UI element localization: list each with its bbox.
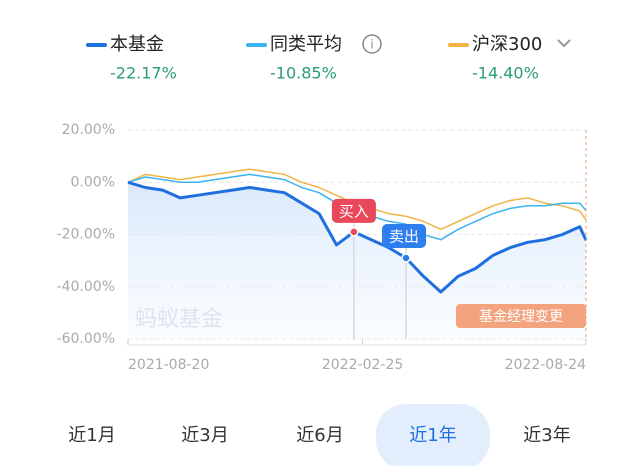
- line-0: [127, 180, 588, 294]
- tab[interactable]: 近3月: [181, 425, 228, 446]
- marker-bg: [382, 224, 427, 249]
- manager-change-bg: [456, 304, 586, 328]
- legend-value: -14.40%: [472, 64, 539, 83]
- x-tick-label: 2022-02-25: [322, 357, 403, 373]
- marker-label: 买入: [339, 202, 369, 220]
- legend-name: 本基金: [110, 34, 164, 55]
- legend-value: -10.85%: [270, 64, 337, 83]
- tab-selected-bg: [376, 404, 490, 470]
- manager-change: 基金经理变更: [479, 308, 563, 325]
- y-tick-label: 0.00%: [71, 174, 115, 190]
- info-i: i: [370, 38, 373, 52]
- legend-name: 同类平均: [270, 34, 342, 55]
- tab[interactable]: 近6月: [296, 425, 343, 446]
- area: [128, 182, 586, 339]
- y-tick-label: -40.00%: [57, 279, 115, 295]
- y-tick-label: 20.00%: [62, 122, 115, 138]
- tab[interactable]: 近1年: [409, 425, 456, 446]
- marker-dot: [349, 227, 359, 237]
- marker-dot: [401, 253, 411, 263]
- tab[interactable]: 近3年: [523, 425, 570, 446]
- y-tick-label: -60.00%: [57, 331, 115, 347]
- info-icon[interactable]: [362, 34, 382, 54]
- marker-label: 卖出: [389, 228, 419, 246]
- marker-bg: [331, 198, 376, 223]
- x-tick-label: 2022-08-24: [505, 357, 586, 373]
- chevron[interactable]: [557, 39, 571, 48]
- legend-name: 沪深300: [472, 34, 542, 55]
- tab[interactable]: 近1月: [68, 425, 115, 446]
- y-tick-label: -20.00%: [57, 227, 115, 243]
- legend-value: -22.17%: [110, 64, 177, 83]
- x-tick-label: 2021-08-20: [128, 357, 209, 373]
